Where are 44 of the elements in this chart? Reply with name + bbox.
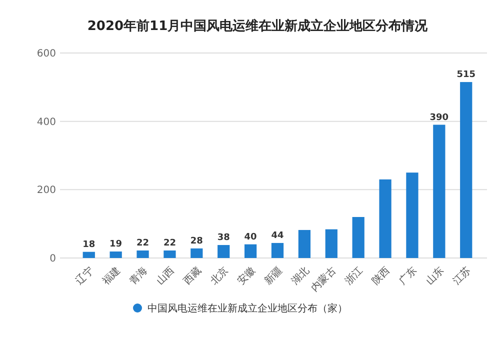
y-tick-label: 0 [50, 254, 56, 264]
y-tick-label: 600 [36, 48, 56, 60]
text: 28 [190, 236, 203, 246]
bar [190, 248, 203, 258]
bar [164, 250, 176, 258]
chart-title: 2020年前11月中国风电运维在业新成立企业地区分布情况 [87, 18, 429, 34]
x-tick-label: 山东 [424, 264, 446, 288]
x-tick-label: 福建 [100, 264, 123, 288]
bar [460, 82, 472, 258]
bar [325, 229, 338, 258]
text: 22 [136, 238, 150, 248]
y-tick-label: 400 [36, 116, 56, 128]
x-tick-label: 青海 [127, 264, 150, 288]
text: 38 [217, 233, 230, 244]
bar [136, 250, 149, 258]
text: 44 [271, 230, 284, 241]
x-tick-label: 新疆 [262, 264, 285, 288]
bar [433, 124, 446, 258]
text: 18 [82, 240, 96, 250]
bar [218, 245, 230, 258]
x-tick-label: 山西 [154, 264, 177, 288]
x-tick-label: 江苏 [450, 264, 474, 288]
x-tick-label: 陕西 [370, 264, 392, 288]
x-tick-label: 西藏 [181, 264, 204, 288]
x-tick-label: 浙江 [342, 264, 366, 288]
bar [271, 242, 284, 258]
bar [82, 252, 95, 258]
bar [352, 217, 364, 258]
bar [110, 252, 122, 258]
x-tick-label: 北京 [208, 264, 231, 288]
bar [298, 230, 311, 258]
bar [379, 179, 392, 258]
y-tick-label: 200 [36, 185, 56, 196]
bar [244, 244, 257, 258]
text: 19 [110, 240, 122, 250]
text: 515 [456, 70, 476, 80]
legend-label: 中国风电运维在业新成立企业地区分布（家） [148, 302, 348, 314]
text: 22 [163, 238, 176, 248]
text: 390 [430, 112, 449, 123]
x-tick-label: 安徽 [235, 264, 258, 288]
x-tick-label: 广东 [396, 264, 420, 288]
bar [406, 172, 418, 258]
text: 40 [244, 232, 257, 242]
x-tick-label: 辽宁 [73, 264, 96, 288]
